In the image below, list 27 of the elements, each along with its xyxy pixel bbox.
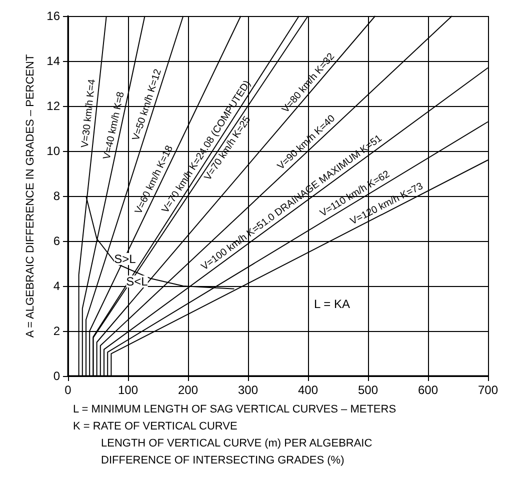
x-tick-label: 100 (118, 383, 138, 397)
y-tick-label: 6 (53, 234, 60, 248)
x-tick-label: 300 (238, 383, 258, 397)
y-tick-label: 2 (53, 324, 60, 338)
x-axis-title: L = MINIMUM LENGTH OF SAG VERTICAL CURVES – METERS (73, 404, 396, 416)
x-tick-label: 200 (178, 383, 198, 397)
y-tick-label: 8 (53, 189, 60, 203)
x-tick-label: 600 (418, 383, 438, 397)
y-tick-label: 4 (53, 279, 60, 293)
y-tick-label: 0 (53, 369, 60, 383)
annotation: S>L (114, 252, 136, 266)
y-tick-label: 12 (46, 99, 60, 113)
text: K = RATE OF VERTICAL CURVE (73, 420, 238, 432)
y-axis-title: A = ALGEBRAIC DIFFERENCE IN GRADES – PERCENT (24, 54, 36, 338)
text: LENGTH OF VERTICAL CURVE (m) PER ALGEBRAIC (101, 438, 372, 450)
y-tick-label: 16 (46, 9, 60, 23)
y-tick-label: 14 (46, 54, 60, 68)
x-tick-label: 400 (298, 383, 318, 397)
text: V=30 km/h K=4 (80, 78, 98, 148)
text: V=40 km/h K=8 (102, 90, 127, 161)
x-tick-label: 0 (64, 383, 72, 397)
text: DIFFERENCE OF INTERSECTING GRADES (%) (101, 454, 344, 466)
annotation: L = KA (314, 297, 350, 311)
x-tick-label: 700 (478, 383, 498, 397)
y-tick-label: 10 (46, 144, 60, 158)
annotation: S<L (126, 274, 148, 288)
x-tick-label: 500 (358, 383, 378, 397)
